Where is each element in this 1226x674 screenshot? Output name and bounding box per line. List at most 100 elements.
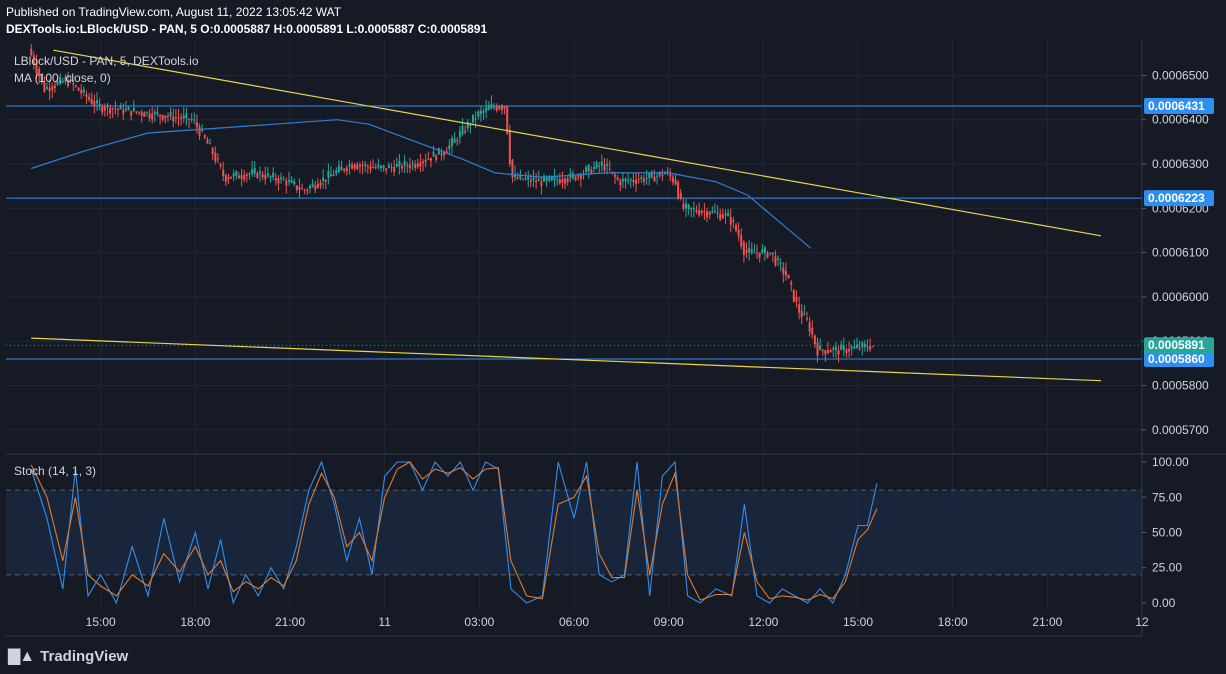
- candle-body: [269, 176, 272, 178]
- candle-body: [427, 158, 430, 160]
- candle-body: [351, 164, 354, 169]
- candle-body: [443, 152, 446, 156]
- candle-body: [482, 110, 485, 113]
- candle-body: [127, 107, 130, 111]
- candle-body: [456, 140, 459, 142]
- candle-body: [595, 162, 598, 168]
- candle-body: [361, 165, 364, 167]
- candle-body: [466, 122, 469, 129]
- y-tick-label: 0.0005700: [1152, 423, 1209, 437]
- candle-body: [758, 252, 761, 258]
- level-price-label: 0.0006431: [1148, 99, 1205, 113]
- candle-body: [635, 179, 638, 184]
- candle-body: [853, 346, 856, 349]
- candle-body: [629, 179, 632, 181]
- ma-legend[interactable]: MA (100, close, 0): [14, 71, 111, 85]
- candle-body: [790, 282, 793, 285]
- candle-body: [109, 107, 112, 114]
- stoch-tick-label: 50.00: [1152, 526, 1182, 540]
- candle-body: [51, 86, 54, 90]
- candle-body: [193, 119, 196, 121]
- candle-body: [206, 139, 209, 144]
- candle-body: [53, 85, 56, 88]
- last-price-tag: [1144, 337, 1214, 354]
- candle-body: [837, 350, 840, 355]
- symbol-label[interactable]: LBlock/USD - PAN, 5, DEXTools.io: [14, 54, 199, 68]
- trendline[interactable]: [53, 49, 1102, 237]
- level-price-tag: [1144, 350, 1214, 367]
- candle-body: [153, 111, 156, 115]
- candle-body: [414, 164, 417, 168]
- candle-body: [85, 94, 88, 97]
- candle-body: [800, 310, 803, 318]
- candle-body: [737, 230, 740, 236]
- candle-body: [98, 103, 101, 106]
- stoch-legend[interactable]: Stoch (14, 1, 3): [14, 464, 97, 478]
- x-tick-label: 21:00: [275, 615, 305, 629]
- candle-body: [322, 177, 325, 181]
- candle-body: [345, 167, 348, 172]
- candle-body: [648, 172, 651, 178]
- candle-body: [90, 98, 93, 105]
- candle-body: [145, 111, 148, 113]
- candle-body: [850, 346, 853, 349]
- stoch-tick-label: 75.00: [1152, 490, 1182, 504]
- candle-body: [114, 108, 117, 110]
- candle-body: [298, 187, 301, 191]
- candle-body: [177, 117, 180, 119]
- candle-body: [653, 176, 656, 182]
- candle-body: [748, 247, 751, 253]
- candle-body: [308, 186, 311, 189]
- candle-body: [198, 126, 201, 136]
- candle-body: [406, 165, 409, 167]
- candle-body: [469, 125, 472, 127]
- candle-body: [506, 106, 509, 134]
- candle-body: [771, 252, 774, 255]
- candle-body: [840, 344, 843, 351]
- candle-body: [419, 162, 422, 167]
- candle-body: [67, 80, 70, 86]
- candle-body: [663, 173, 666, 175]
- candle-body: [763, 247, 766, 253]
- candle-body: [424, 160, 427, 162]
- candle-body: [690, 207, 693, 210]
- candle-body: [74, 85, 77, 87]
- level-price-tag: [1144, 98, 1214, 115]
- candle-body: [540, 181, 543, 187]
- candle-body: [303, 190, 306, 192]
- candle-body: [600, 161, 603, 166]
- candle-body: [753, 252, 756, 254]
- candle-body: [253, 168, 256, 174]
- candle-body: [779, 262, 782, 264]
- candle-body: [38, 68, 41, 77]
- candle-body: [385, 168, 388, 171]
- candle-body: [842, 345, 845, 350]
- candle-body: [734, 225, 737, 231]
- candle-body: [408, 164, 411, 169]
- candle-body: [130, 110, 133, 116]
- candle-body: [750, 249, 753, 253]
- candle-body: [529, 179, 532, 182]
- candle-body: [243, 174, 246, 180]
- candle-body: [282, 179, 285, 181]
- trendline[interactable]: [31, 337, 1102, 382]
- candle-body: [316, 183, 319, 188]
- candle-body: [487, 106, 490, 110]
- candle-body: [324, 179, 327, 182]
- candle-body: [695, 210, 698, 213]
- candle-body: [516, 177, 519, 179]
- candle-body: [685, 203, 688, 209]
- candle-body: [211, 148, 214, 155]
- candle-body: [190, 118, 193, 120]
- candle-body: [132, 107, 135, 112]
- tradingview-logo[interactable]: ▇▲ TradingView: [8, 646, 128, 666]
- candle-body: [224, 175, 227, 182]
- candles: [30, 43, 874, 363]
- candle-body: [46, 87, 49, 89]
- candle-body: [88, 96, 91, 100]
- candle-body: [448, 145, 451, 149]
- candle-body: [280, 177, 283, 180]
- candle-body: [56, 81, 59, 85]
